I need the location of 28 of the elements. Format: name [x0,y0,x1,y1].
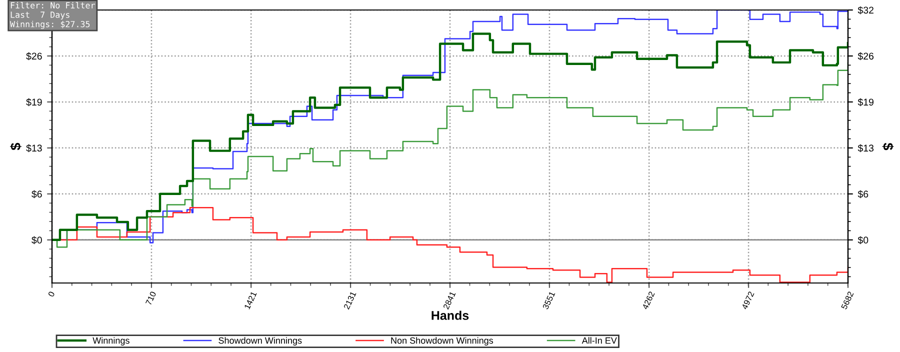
y-tick-label: $6 [32,190,42,198]
x-tick-label: 2841 [442,291,456,310]
x-tick-label: 710 [145,291,156,306]
y-tick-label: $13 [26,144,42,152]
legend-label: Non Showdown Winnings [391,337,494,346]
x-tick-label: 0 [48,291,55,298]
x-tick-label: 5682 [840,291,854,310]
y-axis-title: $ [10,142,22,150]
y2-tick-label: $6 [858,190,868,198]
y2-tick-label: $0 [858,236,868,244]
y2-tick-label: $19 [858,98,874,106]
x-tick-label: 4262 [642,291,655,310]
y2-tick-label: $13 [858,144,874,152]
x-tick-label: 1421 [244,291,257,310]
legend-label: Winnings [92,337,130,346]
legend-label: All-In EV [582,337,617,344]
annotation: Filter: No Filter Last 7 Days Winnings: $27.35 [10,2,95,29]
y2-tick-label: $32 [858,6,874,14]
y-tick-label: $19 [26,98,42,106]
x-tick-label: 2131 [343,291,356,310]
y-tick-label: $26 [26,52,42,60]
x-axis-title: Hands [432,310,469,320]
legend-label: Showdown Winnings [218,337,302,346]
y-tick-label: $0 [32,236,42,244]
y2-tick-label: $26 [858,52,874,60]
x-tick-label: 4972 [741,291,754,310]
y2-axis-title: $ [882,142,894,150]
x-tick-label: 3551 [542,291,556,310]
